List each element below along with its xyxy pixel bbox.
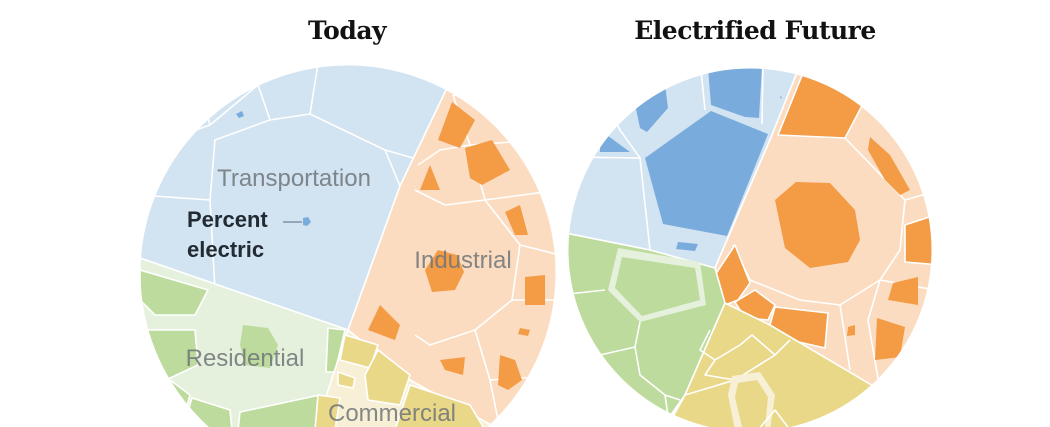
key-label-line2: electric [187, 237, 264, 262]
transportation-label: Transportation [217, 165, 371, 192]
future-commercial-sector [659, 302, 881, 427]
percent-electric-key: Percent electric [187, 207, 311, 262]
future-chart [568, 68, 932, 427]
future-industrial-sector [714, 68, 932, 391]
residential-label: Residential [186, 345, 305, 372]
today-title: Today [307, 16, 387, 45]
key-marker-icon [303, 217, 311, 226]
industrial-sector [347, 65, 556, 427]
commercial-sector [314, 329, 501, 427]
future-title: Electrified Future [634, 16, 876, 45]
transportation-sector [140, 65, 451, 331]
key-label-line1: Percent [187, 207, 268, 232]
commercial-label: Commercial [328, 400, 456, 427]
industrial-label: Industrial [414, 247, 511, 274]
